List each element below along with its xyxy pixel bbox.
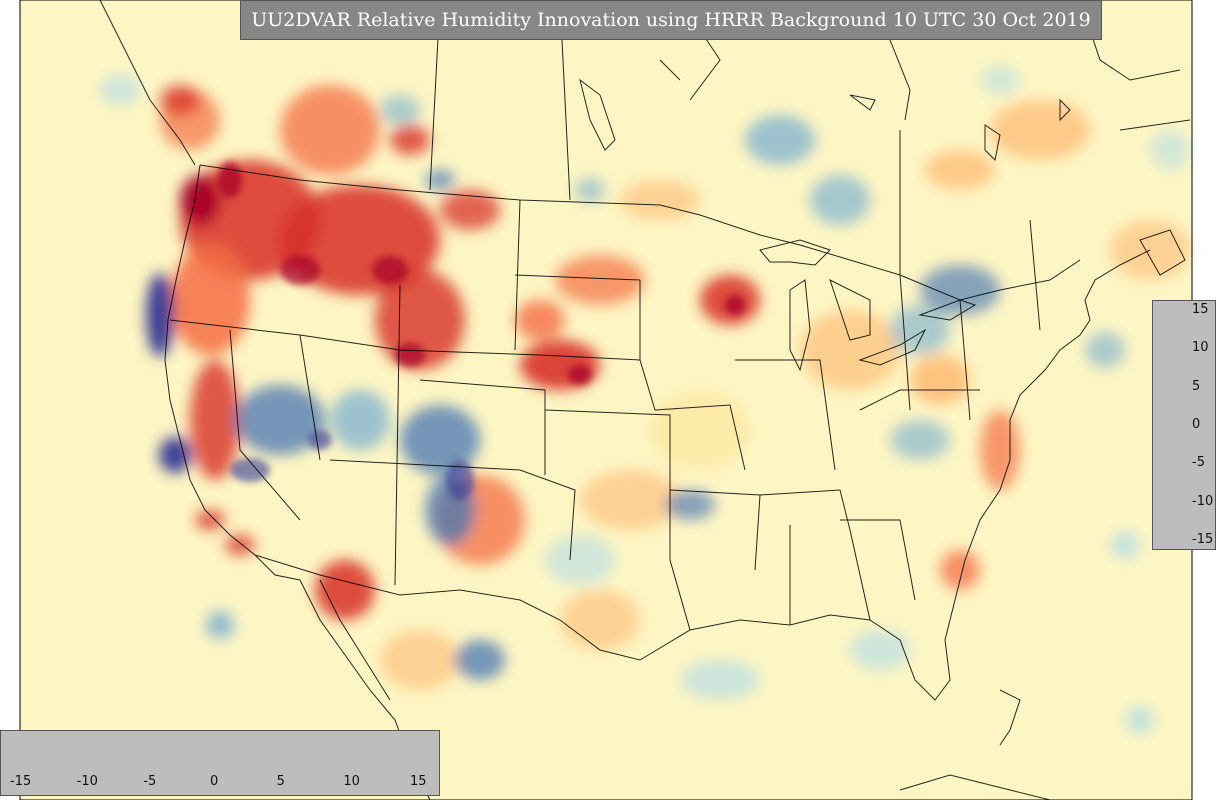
vertical-colorbar-tick-label: 10 [1192, 340, 1209, 356]
horizontal-colorbar-tick-label: 15 [410, 774, 427, 789]
horizontal-colorbar-tick-label: 10 [343, 774, 360, 789]
vertical-colorbar-tick-label: 0 [1192, 417, 1201, 432]
vertical-colorbar-panel [1152, 300, 1216, 550]
vertical-colorbar-tick-label: -5 [1192, 455, 1205, 471]
horizontal-colorbar-tick-label: -10 [76, 774, 98, 789]
vertical-colorbar-tick-label: -15 [1192, 532, 1214, 547]
coastlines-and-borders [99, 0, 1191, 800]
vertical-colorbar-tick-label: 5 [1192, 378, 1201, 394]
horizontal-colorbar-tick-label: 0 [210, 774, 219, 789]
horizontal-colorbar-tick-label: -15 [10, 774, 32, 789]
humidity-field [100, 65, 1190, 734]
humidity-field-detail [218, 162, 745, 500]
vertical-colorbar-tick-label: -10 [1192, 493, 1214, 509]
vertical-colorbar-tick-label: 15 [1192, 302, 1209, 317]
horizontal-colorbar-panel [0, 730, 440, 796]
horizontal-colorbar-tick-label: 5 [276, 774, 285, 789]
horizontal-colorbar-tick-label: -5 [143, 774, 157, 789]
map-title: UU2DVAR Relative Humidity Innovation usi… [240, 0, 1102, 40]
